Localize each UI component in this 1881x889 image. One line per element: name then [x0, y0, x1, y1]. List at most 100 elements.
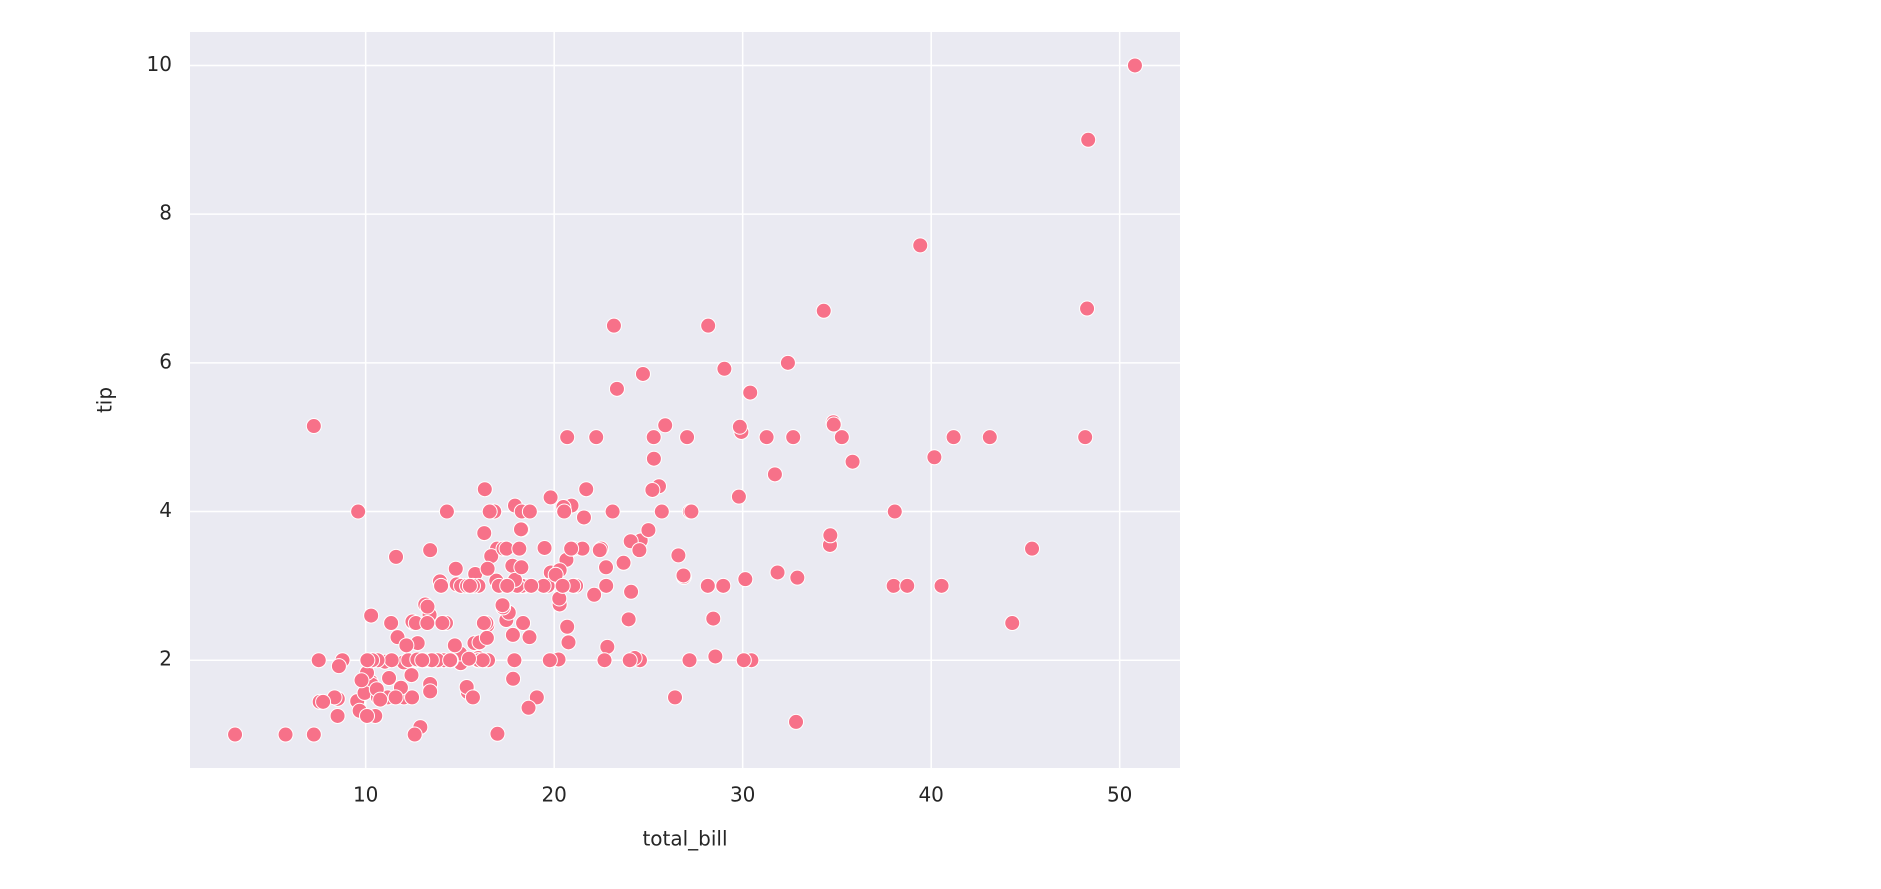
point — [419, 615, 436, 632]
point — [504, 626, 521, 643]
point — [461, 577, 478, 594]
point — [479, 560, 496, 577]
point — [475, 615, 492, 632]
point — [683, 503, 700, 520]
y-tick-label: 10 — [147, 52, 172, 76]
point — [559, 429, 576, 446]
point — [758, 429, 775, 446]
point — [511, 540, 528, 557]
point — [359, 707, 376, 724]
point — [559, 618, 576, 635]
point — [716, 360, 733, 377]
point — [422, 542, 439, 559]
point — [1080, 131, 1097, 148]
point — [598, 577, 615, 594]
x-tick-label: 20 — [541, 783, 566, 807]
point — [372, 691, 389, 708]
point — [844, 453, 861, 470]
point — [596, 652, 613, 669]
point — [556, 503, 573, 520]
point — [766, 466, 783, 483]
point — [521, 503, 538, 520]
point — [310, 652, 327, 669]
point — [737, 571, 754, 588]
point — [769, 564, 786, 581]
point — [506, 652, 523, 669]
point — [520, 699, 537, 716]
point — [645, 429, 662, 446]
point — [476, 481, 493, 498]
point — [353, 672, 370, 689]
point — [886, 503, 903, 520]
point — [419, 598, 436, 615]
point — [560, 634, 577, 651]
point — [644, 481, 661, 498]
point — [442, 652, 459, 669]
point — [640, 522, 657, 539]
point — [578, 481, 595, 498]
point — [705, 610, 722, 627]
point — [521, 629, 538, 646]
point — [599, 638, 616, 655]
point — [715, 577, 732, 594]
point — [481, 503, 498, 520]
point — [657, 417, 674, 434]
point — [1004, 615, 1021, 632]
point — [513, 559, 530, 576]
point — [731, 418, 748, 435]
point — [621, 652, 638, 669]
point — [404, 689, 421, 706]
point — [363, 607, 380, 624]
point — [464, 689, 481, 706]
point — [381, 670, 398, 687]
point — [554, 577, 571, 594]
x-tick-label: 10 — [353, 783, 378, 807]
point — [227, 726, 244, 743]
point — [634, 365, 651, 382]
point — [779, 354, 796, 371]
point — [615, 554, 632, 571]
y-tick-label: 2 — [159, 647, 172, 671]
point — [542, 489, 559, 506]
point — [623, 583, 640, 600]
point — [523, 577, 540, 594]
point — [460, 650, 477, 667]
point — [476, 525, 493, 542]
point — [608, 380, 625, 397]
point — [833, 429, 850, 446]
point — [789, 569, 806, 586]
point — [536, 539, 553, 556]
x-axis-label: total_bill — [642, 827, 727, 851]
y-tick-label: 8 — [159, 201, 172, 225]
point — [681, 652, 698, 669]
point — [575, 509, 592, 526]
y-tick-label: 4 — [159, 498, 172, 522]
point — [586, 586, 603, 603]
plot-background — [190, 32, 1180, 768]
point — [598, 559, 615, 576]
point — [434, 615, 451, 632]
point — [474, 652, 491, 669]
point — [785, 429, 802, 446]
point — [489, 725, 506, 742]
point — [406, 726, 423, 743]
x-tick-label: 40 — [918, 783, 943, 807]
point — [403, 667, 420, 684]
point — [679, 429, 696, 446]
point — [330, 658, 347, 675]
point — [277, 726, 294, 743]
point — [945, 429, 962, 446]
point — [383, 615, 400, 632]
point — [588, 429, 605, 446]
point — [383, 652, 400, 669]
point — [414, 652, 431, 669]
point — [528, 689, 545, 706]
point — [359, 652, 376, 669]
point — [825, 416, 842, 433]
point — [730, 488, 747, 505]
point — [329, 707, 346, 724]
point — [604, 503, 621, 520]
y-tick-label: 6 — [159, 349, 172, 373]
